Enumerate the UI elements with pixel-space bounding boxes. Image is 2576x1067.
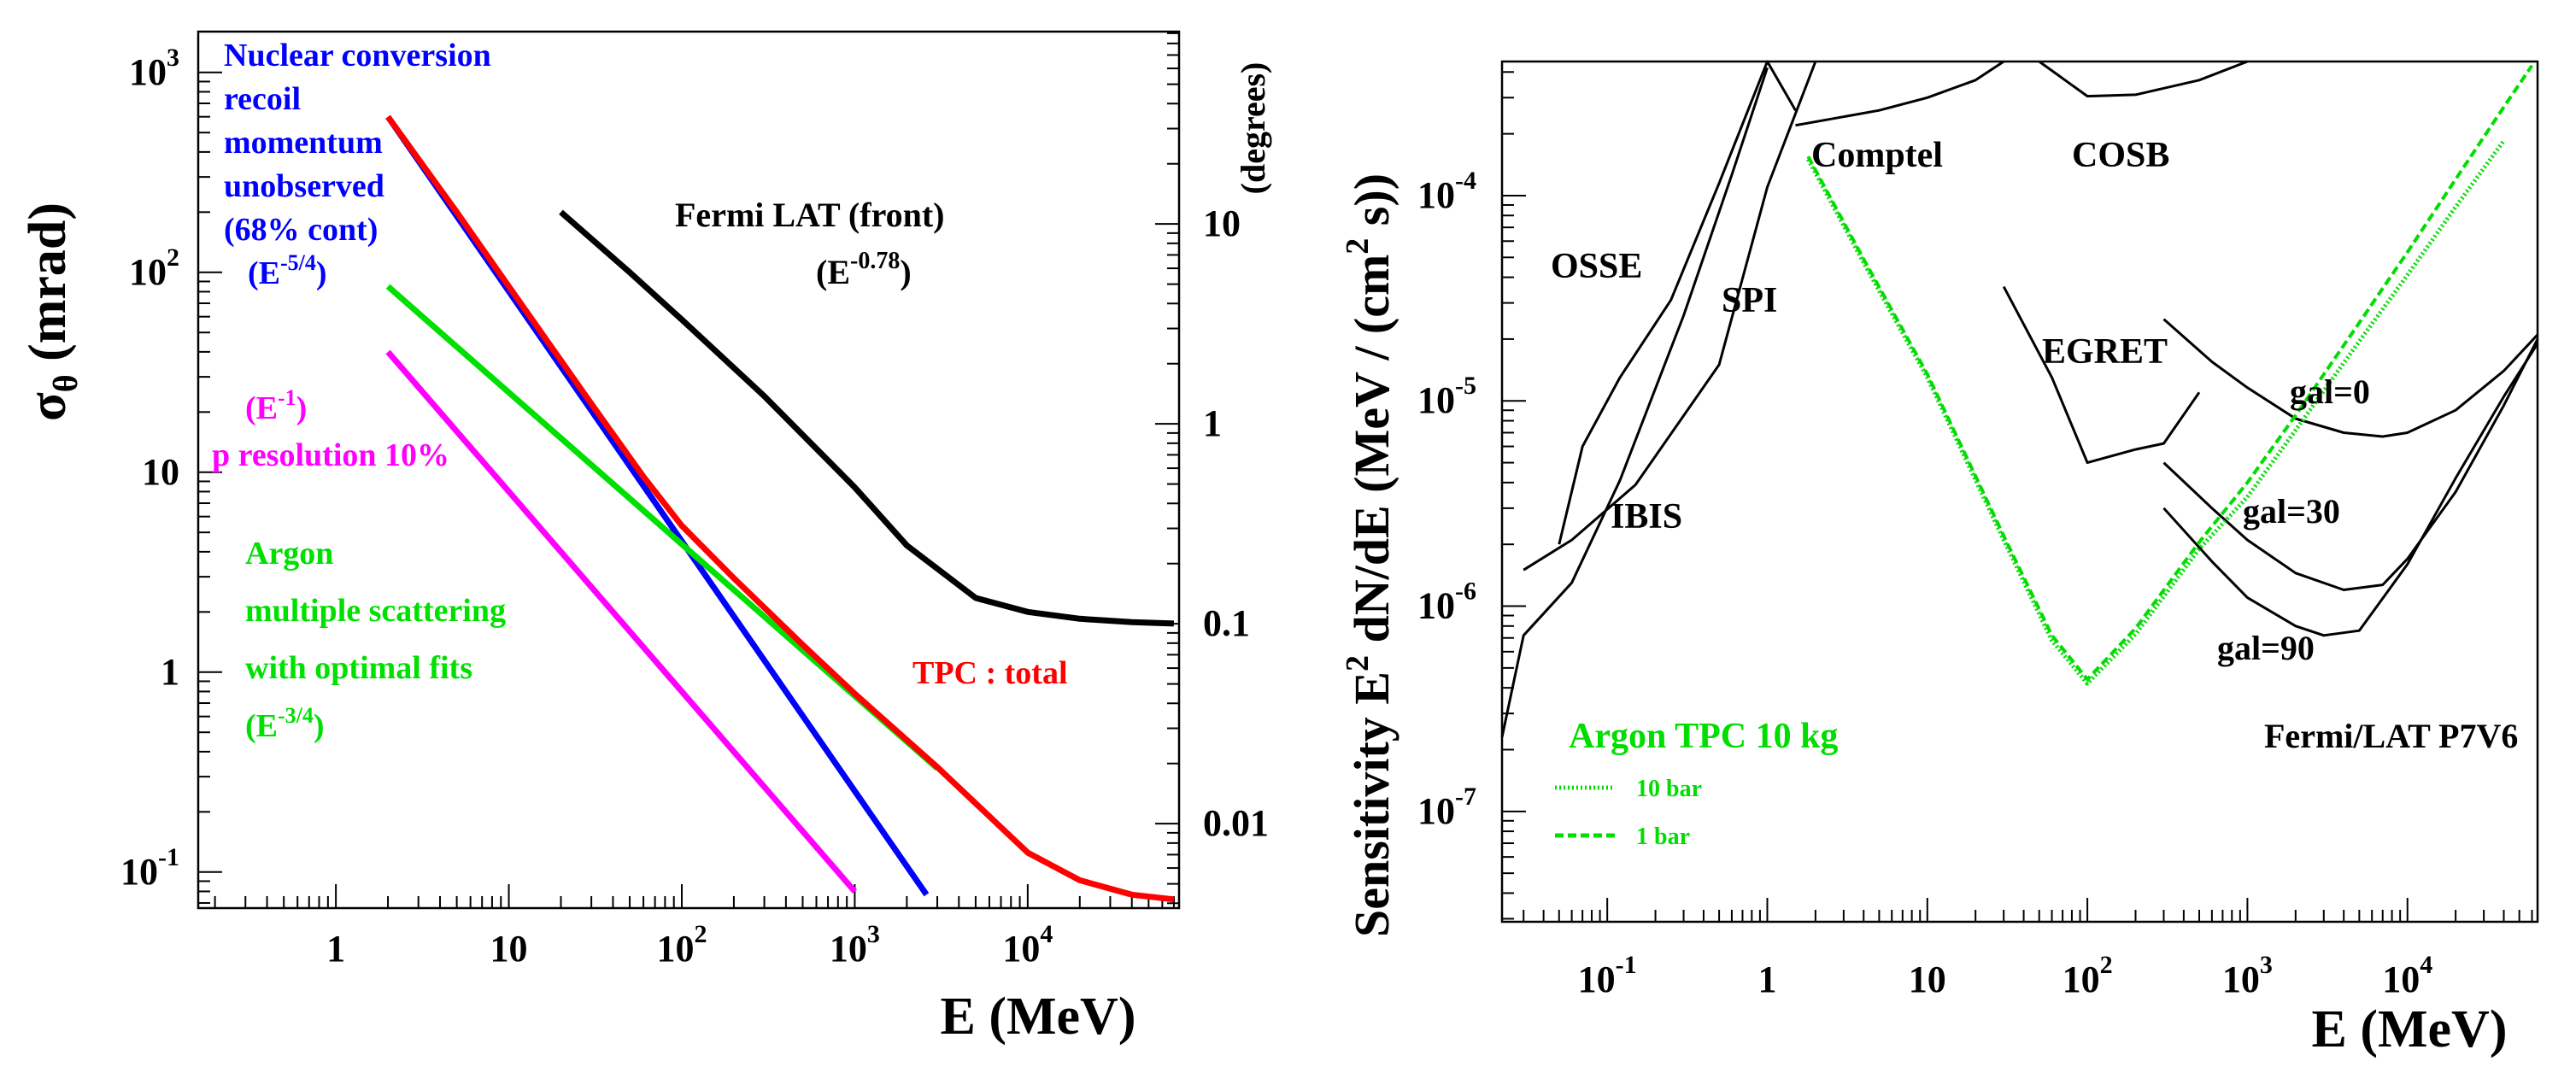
x-tick-label: 10 [1909, 959, 1946, 1000]
legend: Argon TPC 10 kg 10 bar 1 bar [1555, 717, 1838, 850]
series-osse [1558, 60, 1797, 545]
right-ylabel: Sensitivity E2 dN/dE (MeV / (cm2 s)) [1340, 173, 1399, 937]
annotation-fermi-lat: Fermi LAT (front) [675, 196, 945, 234]
y2-tick-label: 10 [1203, 202, 1241, 244]
legend-label-10bar: 10 bar [1636, 776, 1702, 802]
right-xlabel: E (MeV) [2312, 1000, 2508, 1058]
x-tick-label: 102 [656, 920, 707, 970]
annotation-tpc-total: TPC : total [912, 655, 1068, 691]
label-fermi-lat-p7v6: Fermi/LAT P7V6 [2264, 717, 2518, 755]
right-plot-frame [1500, 60, 2539, 923]
y2-tick-label: 0.01 [1203, 802, 1269, 844]
y-tick-label: 10-7 [1417, 783, 1476, 832]
left-plot-frame [197, 30, 1181, 910]
series-gal-0 [2162, 318, 2539, 438]
angular-resolution-chart: 1 10 102 103 104 10-1 1 10 102 103 0.01 0.1 1 10 σθ (… [19, 30, 1272, 1046]
annotation-argon-ms: Argon multiple scattering with optimal f… [245, 536, 514, 686]
series-tpc-total [385, 114, 1175, 903]
right-curves [1500, 60, 2539, 738]
y-tick-label: 1 [161, 651, 179, 693]
y2-tick-label: 1 [1203, 402, 1222, 444]
x-tick-label: 1 [326, 928, 345, 970]
theta-subscript: θ [46, 374, 85, 392]
x-tick-label: 10-1 [1578, 951, 1637, 1000]
x-tick-label: 103 [830, 920, 880, 970]
annotation-blue-slope: (E-5/4) [248, 250, 327, 291]
x-tick-label: 104 [2382, 951, 2432, 1000]
series-argon-tpc-10-bar [1806, 139, 2506, 686]
y-tick-label: 10-5 [1417, 372, 1476, 421]
series-egret [2002, 285, 2201, 465]
y-tick-label: 10-6 [1417, 577, 1476, 627]
sensitivity-chart: 10-1 1 10 102 103 104 10-7 10-6 10-5 10-4 Sensiti… [1340, 60, 2539, 1058]
right-tick-labels: 10-1 1 10 102 103 104 10-7 10-6 10-5 10-4 [1417, 167, 2432, 1000]
y-tick-label: 103 [129, 44, 179, 93]
legend-title: Argon TPC 10 kg [1569, 717, 1838, 756]
y-tick-label: 102 [129, 243, 179, 293]
annotation-fermi-slope: (E-0.78) [816, 248, 912, 291]
left-xlabel: E (MeV) [941, 988, 1136, 1046]
label-gal30: gal=30 [2243, 492, 2340, 531]
label-ibis: IBIS [1611, 497, 1682, 536]
series-p-resolution-10 [385, 349, 858, 894]
series-argon-tpc-1-bar [1806, 64, 2534, 682]
annotation-green-slope: (E-3/4) [245, 703, 325, 744]
left-ylabel-right: (degrees) [1234, 62, 1272, 195]
right-axis-ticks [1502, 71, 2533, 922]
y2-tick-label: 0.1 [1203, 602, 1250, 644]
series-comptel [1795, 60, 2005, 127]
label-gal90: gal=90 [2217, 629, 2315, 667]
label-cosb: COSB [2072, 136, 2169, 175]
left-ylabel: σθ (mrad) [19, 202, 85, 421]
x-tick-label: 102 [2063, 951, 2113, 1000]
label-gal0: gal=0 [2290, 372, 2370, 411]
y-tick-label: 10-1 [120, 843, 179, 893]
y-tick-label: 10-4 [1417, 167, 1476, 216]
left-axis-ticks [198, 32, 1179, 908]
series-gal-30 [2162, 338, 2539, 591]
annotation-p-resolution: p resolution 10% [212, 437, 449, 473]
series-ibis [1500, 67, 1769, 738]
series-gal-90 [2162, 343, 2539, 637]
x-tick-label: 103 [2222, 951, 2273, 1000]
series-fermi-lat-front [559, 209, 1175, 627]
series-cosb [2038, 60, 2248, 98]
label-spi: SPI [1722, 281, 1777, 320]
label-egret: EGRET [2042, 332, 2168, 372]
ylabel-unit: (mrad) [19, 202, 77, 374]
annotation-nuclear-conversion: Nuclear conversion recoil momentum unobs… [224, 38, 499, 248]
x-tick-label: 10 [490, 928, 528, 970]
label-osse: OSSE [1551, 247, 1642, 286]
x-tick-label: 104 [1002, 920, 1053, 970]
label-comptel: Comptel [1811, 136, 1943, 175]
annotation-magenta-slope: (E-1) [245, 385, 307, 426]
left-curves [385, 114, 1175, 903]
series-spi [1523, 61, 1817, 572]
left-tick-labels: 1 10 102 103 104 10-1 1 10 102 103 0.01 0.1 1 10 [120, 44, 1269, 970]
legend-label-1bar: 1 bar [1636, 824, 1690, 850]
y-tick-label: 10 [142, 451, 179, 493]
x-tick-label: 1 [1757, 959, 1776, 1000]
